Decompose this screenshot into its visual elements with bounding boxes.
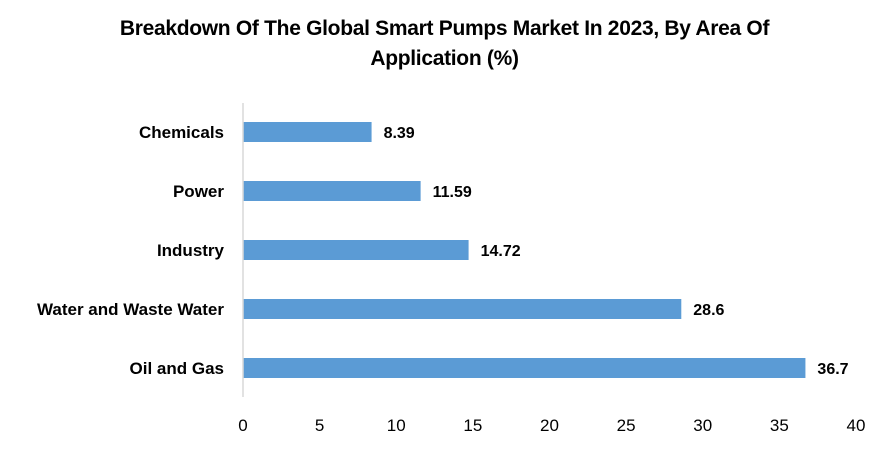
x-tick-label: 15 <box>463 416 482 435</box>
value-label: 36.7 <box>817 361 848 378</box>
bar-power <box>243 181 421 201</box>
value-label: 8.39 <box>384 125 415 142</box>
x-axis-tick-labels: 0 5 10 15 20 25 30 35 40 <box>238 416 865 435</box>
bar-oil-and-gas <box>243 358 806 378</box>
x-tick-label: 5 <box>315 416 324 435</box>
bar-chemicals <box>243 122 372 142</box>
value-label: 11.59 <box>433 184 472 201</box>
value-label: 28.6 <box>693 302 724 319</box>
chart-title-line-2: Application (%) <box>370 47 519 70</box>
bar-industry <box>243 240 469 260</box>
category-label: Oil and Gas <box>130 359 224 378</box>
category-label: Chemicals <box>139 123 224 142</box>
x-tick-label: 10 <box>387 416 406 435</box>
x-tick-label: 0 <box>238 416 247 435</box>
category-label: Power <box>173 182 224 201</box>
chart-title-line-1: Breakdown Of The Global Smart Pumps Mark… <box>119 17 770 40</box>
x-tick-label: 35 <box>770 416 789 435</box>
category-labels: Chemicals Power Industry Water and Waste Wa… <box>37 123 225 378</box>
value-label: 14.72 <box>481 243 521 260</box>
x-tick-label: 30 <box>693 416 712 435</box>
x-tick-label: 25 <box>617 416 636 435</box>
bars-group <box>243 122 806 378</box>
category-label: Industry <box>157 241 225 260</box>
chart-title: Breakdown Of The Global Smart Pumps Mark… <box>0 14 889 74</box>
bar-water-and-waste-water <box>243 299 682 319</box>
x-tick-label: 40 <box>847 416 866 435</box>
value-labels: 8.39 11.59 14.72 28.6 36.7 <box>384 125 849 378</box>
category-label: Water and Waste Water <box>37 300 224 319</box>
x-tick-label: 20 <box>540 416 559 435</box>
